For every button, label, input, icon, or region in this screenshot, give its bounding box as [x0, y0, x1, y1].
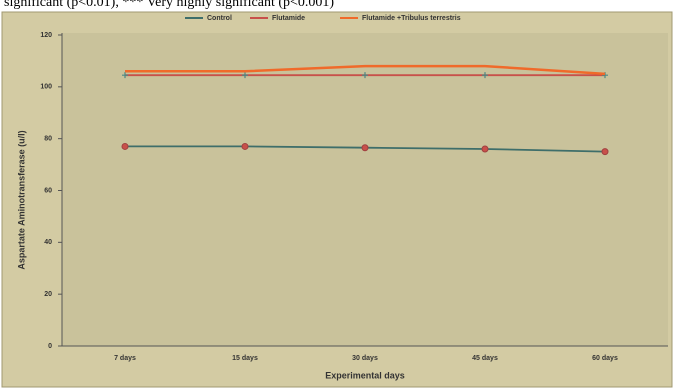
marker — [601, 148, 609, 156]
marker — [121, 142, 129, 150]
legend-label: Flutamide — [272, 15, 305, 22]
marker — [362, 72, 368, 79]
marker — [122, 72, 128, 79]
legend-label: Control — [207, 15, 232, 22]
marker — [482, 72, 488, 79]
x-tick-label: 30 days — [352, 355, 378, 362]
series-line — [125, 64, 606, 76]
marker — [242, 72, 248, 79]
y-tick-label: 20 — [44, 291, 52, 298]
y-tick-label: 0 — [48, 343, 52, 350]
y-axis-label: Aspartate Aminotransferase (u/l) — [16, 130, 26, 269]
marker — [361, 144, 369, 152]
y-tick-label: 40 — [44, 239, 52, 246]
marker — [241, 142, 249, 150]
x-tick-label: 15 days — [232, 355, 258, 362]
y-tick-label: 60 — [44, 187, 52, 194]
y-tick-label: 100 — [40, 84, 52, 91]
caption: significant (p<0.01), *** Very highly si… — [4, 0, 334, 10]
x-tick-label: 45 days — [472, 355, 498, 362]
marker — [481, 145, 489, 153]
plot-bg — [62, 33, 668, 346]
x-axis-label: Experimental days — [325, 370, 405, 380]
legend-label: Flutamide +Tribulus terrestris — [362, 15, 461, 22]
x-tick-label: 7 days — [114, 355, 136, 362]
y-tick-label: 80 — [44, 136, 52, 143]
y-tick-label: 120 — [40, 32, 52, 39]
x-tick-label: 60 days — [592, 355, 618, 362]
